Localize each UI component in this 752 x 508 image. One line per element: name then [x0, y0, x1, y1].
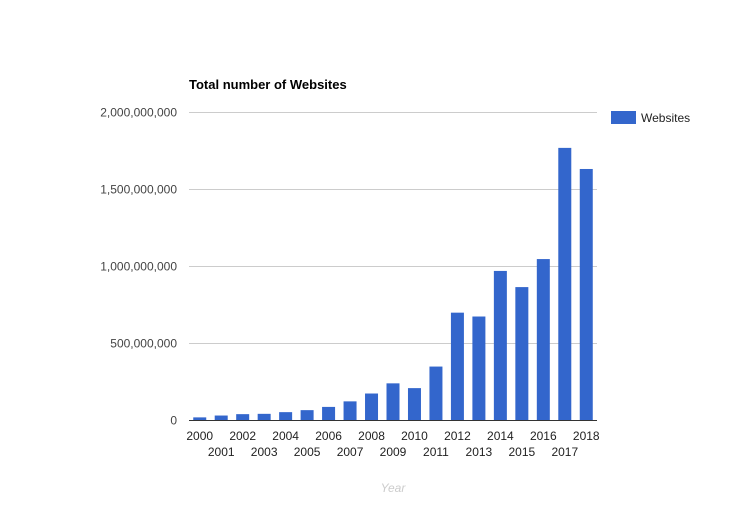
x-tick-label: 2002 [229, 429, 256, 443]
bar-2012[interactable] [450, 312, 464, 420]
x-tick-label: 2016 [530, 429, 557, 443]
x-tick-label: 2018 [573, 429, 600, 443]
x-tick-label: 2012 [444, 429, 471, 443]
bar-2016[interactable] [536, 259, 550, 420]
x-tick-label: 2000 [186, 429, 213, 443]
bar-2000[interactable] [193, 417, 207, 420]
y-tick-label: 0 [170, 414, 177, 428]
x-tick-label: 2008 [358, 429, 385, 443]
bar-2015[interactable] [515, 287, 529, 420]
bar-2013[interactable] [472, 316, 486, 420]
x-axis-title: Year [381, 481, 407, 495]
x-tick-label: 2013 [466, 445, 493, 459]
x-tick-label: 2015 [508, 445, 535, 459]
x-tick-label: 2010 [401, 429, 428, 443]
bar-2004[interactable] [279, 412, 293, 420]
x-tick-label: 2004 [272, 429, 299, 443]
bar-2008[interactable] [365, 393, 379, 420]
bar-2003[interactable] [257, 413, 271, 420]
bar-2017[interactable] [558, 147, 572, 420]
bar-2010[interactable] [407, 388, 421, 420]
x-tick-label: 2011 [423, 445, 449, 459]
x-tick-label: 2006 [315, 429, 342, 443]
legend[interactable]: Websites [611, 111, 690, 125]
chart-title: Total number of Websites [189, 77, 347, 92]
bar-2018[interactable] [579, 168, 593, 420]
legend-label-websites: Websites [641, 111, 690, 125]
legend-swatch-websites [611, 111, 636, 124]
bar-2014[interactable] [493, 270, 507, 420]
y-tick-label: 2,000,000,000 [100, 106, 177, 120]
x-tick-label: 2007 [337, 445, 364, 459]
x-tick-label: 2014 [487, 429, 514, 443]
x-tick-label: 2009 [380, 445, 407, 459]
bar-2007[interactable] [343, 401, 357, 420]
bar-2011[interactable] [429, 366, 443, 420]
x-tick-label: 2001 [208, 445, 235, 459]
x-tick-label: 2003 [251, 445, 278, 459]
bar-2009[interactable] [386, 383, 400, 420]
x-tick-label: 2005 [294, 445, 321, 459]
y-tick-label: 1,500,000,000 [100, 183, 177, 197]
y-tick-label: 1,000,000,000 [100, 260, 177, 274]
bar-2005[interactable] [300, 410, 314, 420]
x-tick-label: 2017 [551, 445, 578, 459]
bar-2006[interactable] [322, 406, 336, 420]
bar-2002[interactable] [236, 414, 250, 420]
bar-2001[interactable] [214, 415, 228, 420]
y-tick-label: 500,000,000 [110, 337, 177, 351]
